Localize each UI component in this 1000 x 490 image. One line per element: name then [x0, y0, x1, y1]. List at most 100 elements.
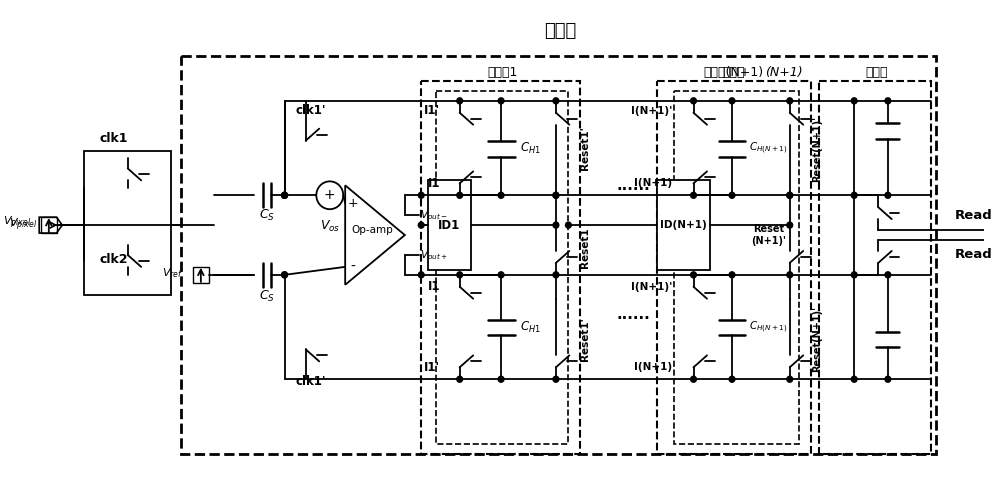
Circle shape: [787, 192, 793, 198]
Text: (N+1): (N+1): [765, 67, 803, 79]
Text: 积分器: 积分器: [723, 67, 745, 79]
Circle shape: [282, 192, 287, 198]
Circle shape: [418, 222, 424, 228]
Circle shape: [885, 98, 891, 104]
Circle shape: [282, 272, 287, 278]
Text: clk1: clk1: [99, 132, 128, 145]
Text: Read: Read: [955, 209, 993, 221]
Text: ID(N+1): ID(N+1): [660, 220, 706, 230]
Circle shape: [553, 376, 559, 382]
Text: $C_{H(N+1)}$: $C_{H(N+1)}$: [749, 141, 788, 156]
Text: I1: I1: [428, 280, 440, 293]
Circle shape: [851, 272, 857, 278]
Bar: [41, 217, 57, 233]
Circle shape: [566, 222, 571, 228]
Circle shape: [553, 272, 559, 278]
Bar: [657, 180, 710, 270]
Text: clk2: clk2: [99, 253, 128, 267]
Circle shape: [457, 192, 463, 198]
Circle shape: [885, 376, 891, 382]
Circle shape: [498, 272, 504, 278]
Circle shape: [787, 192, 793, 198]
Circle shape: [553, 192, 559, 198]
Text: ID1: ID1: [438, 219, 460, 232]
Circle shape: [851, 192, 857, 198]
Text: ......: ......: [616, 307, 650, 322]
Text: Reset(N+1)': Reset(N+1)': [812, 116, 822, 182]
Text: I1': I1': [424, 361, 440, 374]
Circle shape: [691, 272, 696, 278]
Circle shape: [282, 192, 287, 198]
Text: $V_{ref}$: $V_{ref}$: [162, 266, 184, 280]
Circle shape: [691, 376, 696, 382]
Text: -: -: [350, 260, 355, 274]
Text: I1': I1': [424, 104, 440, 117]
Bar: [819, 81, 931, 454]
Text: 积分器1: 积分器1: [488, 67, 518, 79]
Text: Read: Read: [955, 248, 993, 262]
Circle shape: [457, 376, 463, 382]
Circle shape: [553, 192, 559, 198]
Text: 积分器(N+1): 积分器(N+1): [704, 67, 764, 79]
Circle shape: [851, 98, 857, 104]
Text: I(N+1): I(N+1): [634, 178, 672, 188]
Text: Reset1': Reset1': [580, 126, 590, 171]
Text: Reset1: Reset1: [580, 228, 590, 269]
Text: $V_{out-}$: $V_{out-}$: [420, 208, 448, 222]
Bar: [436, 91, 568, 444]
Bar: [657, 81, 811, 454]
Text: $C_{H1}$: $C_{H1}$: [520, 320, 541, 335]
Circle shape: [498, 376, 504, 382]
Circle shape: [418, 192, 424, 198]
Text: Reset(N+1)': Reset(N+1)': [812, 306, 822, 372]
Text: Reset
(N+1)': Reset (N+1)': [751, 224, 786, 246]
Circle shape: [457, 272, 463, 278]
Text: $C_{H1}$: $C_{H1}$: [520, 141, 541, 156]
Text: clk1': clk1': [295, 375, 326, 388]
Circle shape: [729, 272, 735, 278]
Text: I(N+1)': I(N+1)': [631, 106, 672, 116]
Text: $V_{pixel}$: $V_{pixel}$: [9, 217, 37, 233]
Circle shape: [851, 376, 857, 382]
Text: $V_{pixel}$: $V_{pixel}$: [3, 215, 31, 231]
Text: I1: I1: [428, 177, 440, 190]
Circle shape: [691, 192, 696, 198]
Bar: [181, 56, 936, 454]
Text: $V_{os}$: $V_{os}$: [320, 219, 340, 234]
Circle shape: [691, 98, 696, 104]
Text: I(N+1): I(N+1): [634, 362, 672, 372]
Circle shape: [418, 272, 424, 278]
Circle shape: [282, 272, 287, 278]
Text: ......: ......: [616, 178, 650, 193]
Circle shape: [729, 98, 735, 104]
Text: 累加器: 累加器: [545, 22, 577, 40]
Bar: [674, 91, 799, 444]
Circle shape: [885, 272, 891, 278]
Bar: [193, 267, 209, 283]
Circle shape: [498, 192, 504, 198]
Text: +: +: [324, 188, 336, 202]
Circle shape: [729, 192, 735, 198]
Text: +: +: [348, 197, 358, 210]
Text: $C_S$: $C_S$: [259, 289, 275, 304]
Bar: [421, 81, 580, 454]
Circle shape: [457, 98, 463, 104]
Circle shape: [787, 222, 793, 228]
Text: Reset1': Reset1': [580, 318, 590, 362]
Circle shape: [787, 98, 793, 104]
Circle shape: [282, 192, 287, 198]
Text: Op-amp: Op-amp: [351, 225, 393, 235]
Circle shape: [787, 376, 793, 382]
Text: 正反馈: 正反馈: [865, 67, 888, 79]
Text: clk1': clk1': [295, 104, 326, 117]
Text: $C_{H(N+1)}$: $C_{H(N+1)}$: [749, 320, 788, 335]
Circle shape: [553, 98, 559, 104]
Circle shape: [498, 98, 504, 104]
Bar: [84, 150, 171, 294]
Text: $V_{out+}$: $V_{out+}$: [420, 248, 448, 262]
Text: $C_S$: $C_S$: [259, 208, 275, 223]
Text: I(N+1)': I(N+1)': [631, 282, 672, 292]
Circle shape: [729, 376, 735, 382]
Bar: [428, 180, 471, 270]
Circle shape: [553, 222, 559, 228]
